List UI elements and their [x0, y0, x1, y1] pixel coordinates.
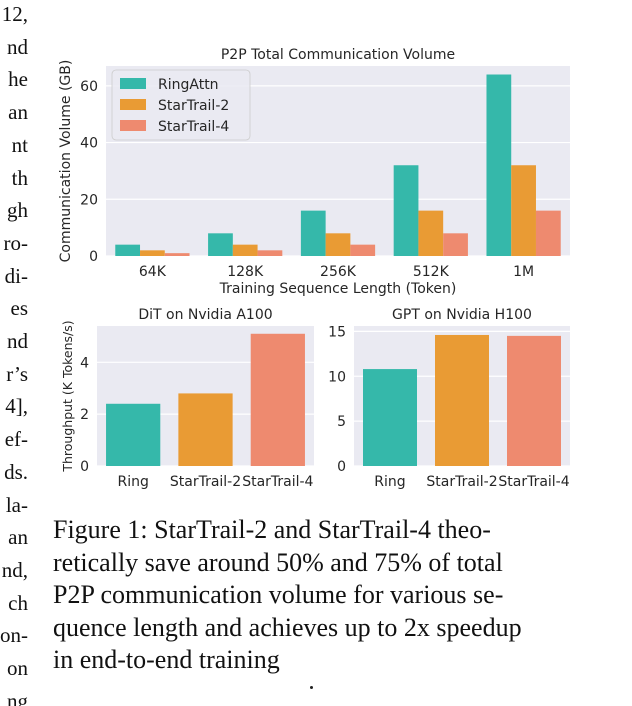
x-tick-label: 512K [413, 264, 450, 280]
y-tick-label: 0 [337, 459, 346, 475]
x-axis-label: Training Sequence Length (Token) [219, 281, 457, 297]
x-tick-label: Ring [117, 474, 148, 490]
left-column-line: 4], [5, 394, 28, 419]
legend-box [111, 69, 251, 141]
bar [350, 244, 376, 256]
left-column-line: nd [7, 34, 28, 59]
bar [486, 74, 512, 256]
bar [257, 250, 283, 256]
left-column-line: nd, [1, 557, 28, 582]
left-column-line: nd [7, 329, 28, 353]
left-column-line: la- [5, 492, 28, 517]
left-column-line: ng [7, 688, 28, 706]
bar [164, 253, 190, 256]
left-column-line: on- [0, 623, 28, 648]
y-tick-label: 40 [80, 136, 98, 152]
bar [232, 244, 258, 256]
bar [443, 233, 468, 256]
bar [393, 165, 419, 256]
bar [435, 334, 489, 466]
bar [250, 333, 305, 466]
bar [208, 233, 233, 256]
y-tick-label: 4 [80, 355, 89, 371]
x-tick-label: Ring [374, 474, 405, 490]
bar [115, 244, 141, 256]
bar [511, 165, 536, 256]
bar [325, 233, 351, 256]
y-axis-label: Communication Volume (GB) [58, 60, 74, 263]
left-column-line: ro- [3, 230, 29, 255]
bar [507, 335, 561, 466]
x-tick-label: 256K [320, 264, 357, 280]
legend-swatch [120, 78, 146, 89]
y-axis-label: Throughput (K Tokens/s) [60, 320, 75, 472]
y-tick-label: 0 [89, 249, 98, 265]
left-column-line: di- [4, 263, 28, 288]
y-tick-label: 60 [80, 79, 98, 95]
left-column-line: es [10, 296, 29, 321]
left-column-line: gh [7, 198, 28, 223]
left-column-text: 12, nd he an nt th gh ro-di-es nd r’s 4], ef-ds. la-… [0, 0, 30, 706]
y-tick-label: 0 [80, 459, 89, 475]
figure-caption: Figure 1: StarTrail-2 and StarTrail-4 th… [53, 514, 593, 677]
chart-title: P2P Total Communication Volume [221, 47, 455, 63]
y-tick-label: 5 [337, 414, 346, 430]
bar [363, 369, 417, 466]
legend: RingAttn StarTrail-2 StarTrail-4 [111, 69, 251, 141]
x-tick-label: StarTrail-4 [242, 474, 313, 490]
x-tick-label: StarTrail-2 [426, 474, 497, 490]
legend-swatch [120, 120, 146, 131]
y-tick-label: 10 [328, 369, 346, 385]
x-tick-label: 64K [139, 264, 167, 280]
left-column-line: th [11, 165, 28, 190]
caption-line: P2P communication volume for various se- [53, 580, 504, 609]
legend-label: StarTrail-2 [158, 98, 229, 114]
stray-dot [310, 686, 313, 689]
left-column-line: he [8, 67, 28, 92]
legend-swatch [120, 99, 146, 110]
caption-line: retically save around 50% and 75% of tot… [53, 547, 503, 577]
left-column-line: an [8, 525, 28, 550]
chart-title: DiT on Nvidia A100 [138, 307, 272, 323]
bar [140, 250, 165, 256]
x-tick-label: StarTrail-2 [170, 474, 241, 490]
bar [300, 210, 326, 256]
left-column-line: ef- [4, 427, 28, 452]
left-column-line: 12, [1, 2, 28, 26]
x-tick-label: 1M [513, 264, 534, 280]
caption-line: in end-to-end training [53, 645, 280, 674]
chart-title: GPT on Nvidia H100 [392, 307, 532, 323]
left-column-line: an [8, 100, 28, 125]
y-tick-label: 20 [80, 192, 98, 208]
y-tick-label: 15 [328, 324, 346, 340]
bar [106, 403, 161, 466]
bar [178, 393, 233, 466]
left-column-line: nt [11, 132, 28, 157]
left-column-line: ch [8, 590, 28, 615]
left-column-line: r’s [6, 361, 28, 386]
x-tick-label: StarTrail-4 [498, 474, 569, 490]
caption-line: quence length and achieves up to 2x spee… [53, 612, 522, 642]
bar [418, 210, 444, 256]
bar [535, 210, 561, 256]
legend-label: RingAttn [158, 77, 219, 93]
caption-line: Figure 1: StarTrail-2 and StarTrail-4 th… [53, 515, 491, 544]
legend-label: StarTrail-4 [158, 119, 229, 135]
left-column-line: ds. [4, 459, 28, 484]
left-column-line: on [7, 656, 28, 680]
y-tick-label: 2 [80, 407, 89, 423]
x-tick-label: 128K [227, 264, 264, 280]
